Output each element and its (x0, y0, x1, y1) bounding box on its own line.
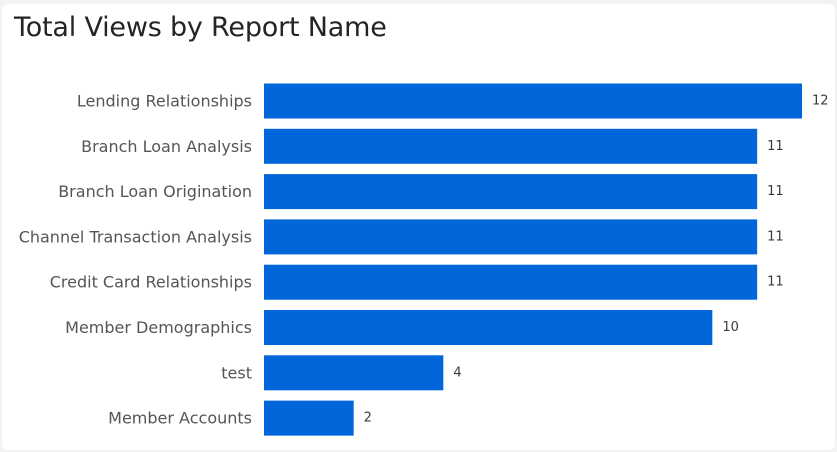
bar[interactable] (264, 83, 802, 119)
category-label: Lending Relationships (77, 92, 252, 111)
data-label: 2 (364, 411, 372, 426)
bar[interactable] (264, 264, 758, 300)
bar[interactable] (264, 174, 758, 210)
chart-title: Total Views by Report Name (14, 12, 387, 43)
data-label: 11 (767, 139, 784, 154)
data-label: 4 (453, 365, 461, 380)
bar[interactable] (264, 400, 354, 436)
bar[interactable] (264, 128, 758, 164)
bar[interactable] (264, 219, 758, 255)
data-label: 11 (767, 275, 784, 290)
bars-layer: Lending Relationships 12 Branch Loan Analy… (19, 83, 829, 436)
category-label: Channel Transaction Analysis (19, 227, 252, 246)
bar[interactable] (264, 310, 713, 345)
data-label: 10 (722, 320, 739, 335)
category-label: Member Accounts (108, 409, 252, 428)
bar[interactable] (264, 355, 444, 391)
data-label: 12 (812, 94, 829, 109)
category-label: Branch Loan Analysis (81, 137, 252, 156)
data-label: 11 (767, 184, 784, 199)
category-label: Credit Card Relationships (50, 273, 252, 292)
category-label: Member Demographics (65, 318, 252, 337)
data-label: 11 (767, 229, 784, 244)
category-label: test (221, 363, 252, 382)
category-label: Branch Loan Origination (58, 182, 252, 201)
